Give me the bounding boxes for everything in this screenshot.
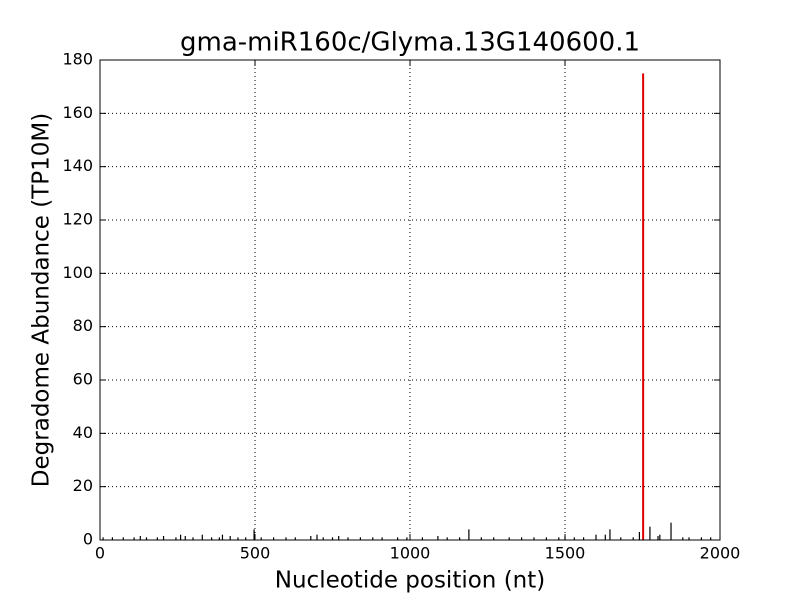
- y-tick-label: 0: [83, 530, 93, 549]
- x-axis-label: Nucleotide position (nt): [275, 568, 545, 594]
- y-tick-label: 120: [62, 210, 93, 229]
- x-tick-label: 500: [240, 544, 271, 563]
- x-tick-label: 2000: [700, 544, 741, 563]
- y-axis-label: Degradome Abundance (TP10M): [29, 113, 55, 487]
- y-tick-label: 160: [62, 103, 93, 122]
- plot-frame: [99, 59, 721, 541]
- x-tick-label: 1500: [545, 544, 586, 563]
- chart-title: gma-miR160c/Glyma.13G140600.1: [180, 28, 640, 58]
- y-tick-label: 40: [73, 423, 93, 442]
- y-tick-label: 60: [73, 370, 93, 389]
- x-tick-label: 0: [95, 544, 105, 563]
- x-tick-label: 1000: [390, 544, 431, 563]
- y-tick-label: 180: [62, 50, 93, 69]
- y-tick-label: 80: [73, 316, 93, 335]
- y-tick-label: 100: [62, 263, 93, 282]
- y-tick-label: 20: [73, 476, 93, 495]
- y-tick-label: 140: [62, 156, 93, 175]
